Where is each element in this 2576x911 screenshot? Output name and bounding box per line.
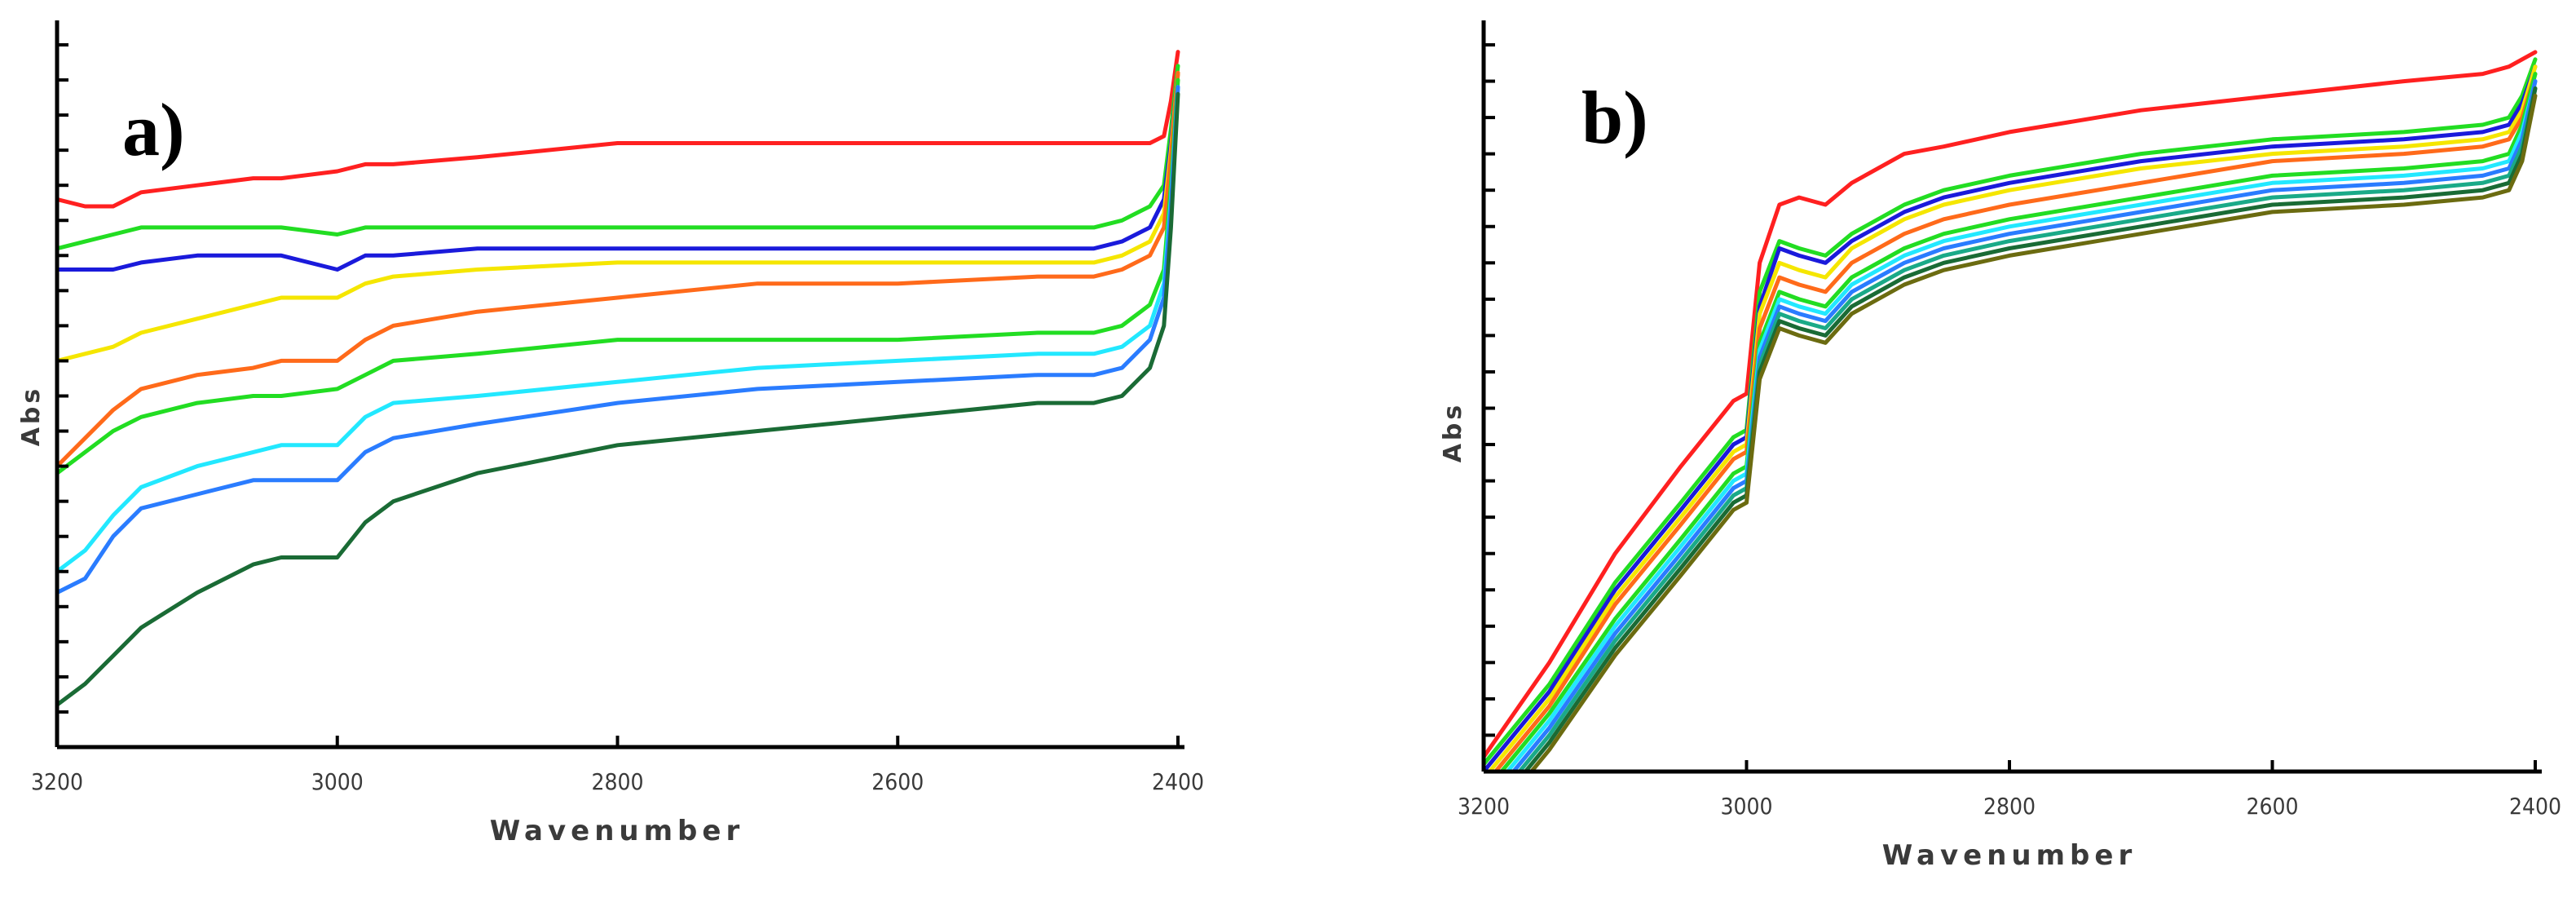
- panel-b: 3200 3000 2800 2600 2400 Wavenumber Abs b): [1439, 20, 2561, 872]
- panel-label: a): [122, 88, 185, 171]
- series-line-red: [57, 50, 1180, 209]
- series-line-olive: [1528, 93, 2538, 772]
- x-tick-label: 2600: [871, 768, 924, 795]
- x-axis-title: Wavenumber: [1882, 839, 2137, 872]
- series-line-orange: [1493, 72, 2538, 772]
- x-tick-label: 2600: [2246, 793, 2298, 820]
- series-line-dark-green: [1523, 86, 2538, 772]
- x-axis-title: Wavenumber: [490, 815, 744, 847]
- x-tick-label: 3000: [311, 768, 364, 795]
- panel-label: b): [1581, 76, 1648, 159]
- series-line-yellow: [1487, 64, 2538, 772]
- x-tick-label: 3200: [31, 768, 83, 795]
- series-line-red: [1484, 50, 2538, 759]
- series-line-dark-green: [57, 91, 1180, 707]
- x-tick-label: 3200: [1458, 793, 1510, 820]
- series-line-green: [1484, 57, 2538, 767]
- panel-a: 3200 3000 2800 2600 2400 Wavenumber Abs a): [17, 20, 1204, 847]
- series-line-blue: [57, 70, 1180, 272]
- x-tick-label: 2800: [591, 768, 643, 795]
- series-line-cyan: [1505, 79, 2538, 772]
- series-line-light-blue: [1511, 79, 2538, 772]
- y-axis-title: Abs: [17, 386, 46, 447]
- x-tick-label: 2400: [1152, 768, 1204, 795]
- series-group: [1484, 50, 2538, 772]
- series-line-light-blue: [57, 85, 1180, 595]
- series-line-cyan: [57, 85, 1180, 574]
- series-line-orange: [57, 70, 1180, 469]
- series-group: [57, 50, 1180, 707]
- series-line-yellow: [57, 70, 1180, 363]
- series-line-blue: [1484, 64, 2538, 772]
- x-tick-label: 3000: [1720, 793, 1772, 820]
- series-line-green2: [1498, 72, 2538, 772]
- series-line-green2: [57, 77, 1180, 475]
- x-tick-label: 2800: [1983, 793, 2036, 820]
- series-line-teal: [1516, 86, 2538, 772]
- y-axis-title: Abs: [1439, 402, 1467, 463]
- series-line-green: [57, 64, 1180, 251]
- x-tick-label: 2400: [2509, 793, 2561, 820]
